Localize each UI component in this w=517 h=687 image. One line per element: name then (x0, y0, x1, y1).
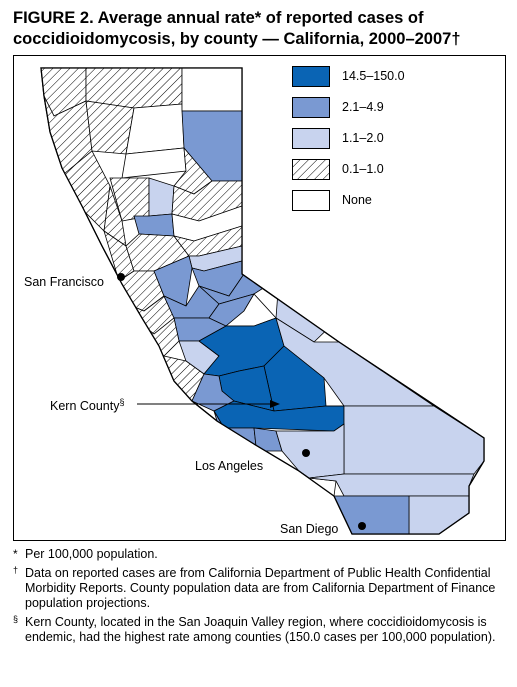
county-san-bernardino (326, 405, 484, 475)
county-san-diego (333, 495, 410, 534)
legend-label: 14.5–150.0 (342, 69, 405, 83)
county-siskiyou (85, 68, 183, 109)
california-county-map: 14.5–150.0 2.1–4.9 1.1–2.0 0.1–1.0 None … (13, 55, 506, 541)
county-shasta (125, 103, 185, 155)
figure-title: FIGURE 2. Average annual rate* of report… (13, 8, 508, 50)
county-trinity (85, 100, 135, 155)
kern-county-arrowhead (270, 400, 280, 408)
legend-swatch (292, 66, 330, 87)
footnote-mark: § (13, 614, 19, 624)
legend-label: 0.1–1.0 (342, 162, 384, 176)
figure-title-line-2: coccidioidomycosis, by county — Californ… (13, 30, 461, 48)
county-ventura (253, 427, 283, 452)
county-modoc (181, 68, 243, 112)
san-diego-dot (358, 522, 366, 530)
label-san-diego: San Diego (280, 522, 339, 536)
footnote-text: Per 100,000 population. (25, 547, 158, 561)
kern-county-footnote-mark: § (119, 397, 125, 407)
footnotes: * Per 100,000 population. † Data on repo… (13, 547, 508, 649)
legend-item: 0.1–1.0 (292, 159, 432, 181)
map-svg (40, 67, 485, 535)
label-los-angeles: Los Angeles (195, 459, 264, 473)
kern-county-text: Kern County (50, 399, 120, 414)
county-imperial (408, 495, 470, 534)
legend-item: 2.1–4.9 (292, 97, 432, 119)
county-san-joaquin (153, 255, 193, 307)
legend-swatch-hatch (292, 159, 330, 180)
figure-title-line-1: FIGURE 2. Average annual rate* of report… (13, 9, 424, 27)
label-kern-county: Kern County§ (50, 397, 125, 413)
footnote: * Per 100,000 population. (13, 547, 508, 562)
footnote: § Kern County, located in the San Joaqui… (13, 614, 508, 645)
legend-item: 14.5–150.0 (292, 66, 432, 88)
san-francisco-dot (117, 273, 125, 281)
legend-label: None (342, 193, 372, 207)
legend-item: None (292, 190, 432, 212)
los-angeles-dot (302, 449, 310, 457)
legend-label: 2.1–4.9 (342, 100, 384, 114)
footnote-mark: * (13, 547, 18, 561)
footnote: † Data on reported cases are from Califo… (13, 565, 508, 611)
footnote-text: Kern County, located in the San Joaquin … (25, 615, 496, 644)
footnote-text: Data on reported cases are from Californ… (25, 566, 496, 610)
county-alpine (241, 245, 265, 272)
legend-label: 1.1–2.0 (342, 131, 384, 145)
legend-swatch (292, 128, 330, 149)
label-san-francisco: San Francisco (24, 275, 104, 289)
county-los-angeles (275, 423, 345, 479)
county-yuba-sutter (133, 213, 175, 237)
state-border (40, 67, 485, 535)
legend-item: 1.1–2.0 (292, 128, 432, 150)
legend-swatch (292, 190, 330, 211)
legend-swatch (292, 97, 330, 118)
footnote-mark: † (13, 565, 19, 575)
